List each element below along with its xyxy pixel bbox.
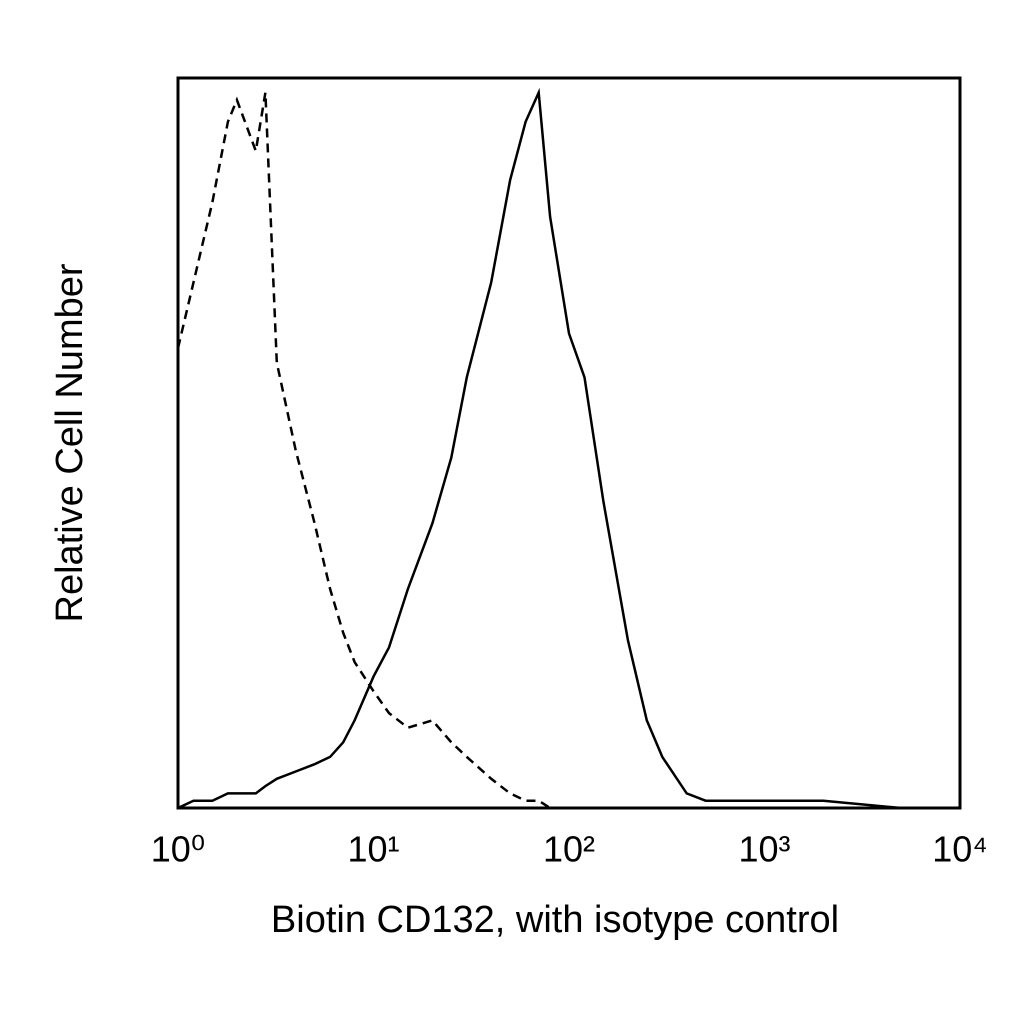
x-tick-label: 10¹	[347, 829, 399, 870]
y-axis-label: Relative Cell Number	[49, 263, 91, 622]
histogram-line	[177, 87, 960, 810]
x-tick-label: 10³	[738, 829, 790, 870]
x-axis-label: Biotin CD132, with isotype control	[271, 899, 839, 941]
x-tick-label: 10⁴	[932, 829, 988, 870]
plot-frame	[176, 76, 962, 810]
x-tick-label: 10⁰	[151, 829, 205, 870]
x-tick-label: 10²	[543, 829, 595, 870]
histogram-line	[176, 92, 960, 810]
